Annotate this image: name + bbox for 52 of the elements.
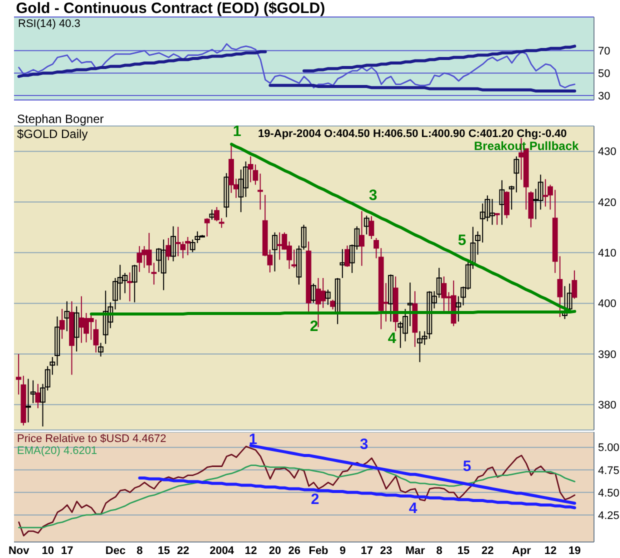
y-tick-label: 4.50: [598, 487, 620, 500]
x-tick-label: 8: [436, 544, 442, 557]
y-tick-label: 410: [598, 248, 616, 260]
x-tick-label: 12: [244, 544, 257, 557]
annotation: 19-Apr-2004 O:404.50 H:406.50 L:400.90 C:401.20 Chg:-0.40: [258, 127, 567, 141]
annotation: 4: [408, 500, 418, 517]
x-tick-label: 22: [177, 544, 190, 557]
text: Price Relative to $USD 4.4672: [17, 433, 166, 445]
y-tick-label: 4.25: [598, 510, 620, 522]
x-tick-label: 2004: [210, 544, 235, 557]
x-tick-label: 17: [360, 544, 373, 557]
x-tick-label: 26: [288, 544, 300, 557]
annotation: 1: [248, 431, 258, 448]
chart-title: Gold - Continuous Contract (EOD) ($GOLD): [16, 0, 326, 17]
x-tick-label: 17: [61, 544, 74, 557]
annotation: 5: [462, 458, 472, 475]
y-tick-label: 70: [598, 46, 610, 58]
y-tick-label: 420: [598, 196, 616, 209]
y-tick-label: 5.00: [598, 442, 620, 454]
y-tick-label: 390: [598, 348, 616, 361]
annotation: 2: [310, 491, 320, 508]
annotation: 4: [388, 330, 396, 347]
x-tick-label: 22: [482, 544, 494, 557]
x-tick-label: 12: [544, 544, 557, 557]
x-tick-label: 9: [340, 544, 346, 557]
text: Stephan Bogner: [17, 112, 104, 126]
x-tick-label: Nov: [8, 544, 30, 557]
x-tick-label: 8: [136, 544, 143, 557]
x-tick-label: Mar: [405, 544, 426, 557]
annotation: RSI(14) 40.3: [18, 17, 80, 31]
y-tick-label: 4.75: [598, 464, 620, 477]
x-tick-label: 15: [457, 544, 470, 557]
text: EMA(20) 4.6201: [17, 445, 98, 457]
x-tick-label: Dec: [105, 544, 126, 557]
y-tick-label: 400: [598, 298, 616, 310]
annotation: 5: [458, 232, 466, 249]
x-tick-label: 10: [42, 544, 54, 557]
x-tick-label: Feb: [308, 544, 329, 557]
y-tick-label: 30: [598, 90, 610, 102]
annotation: 1: [232, 123, 242, 140]
x-tick-label: 20: [268, 544, 282, 557]
x-tick-label: 19: [568, 544, 581, 557]
x-tick-label: Apr: [512, 544, 532, 557]
annotation: 3: [368, 187, 378, 204]
y-tick-label: 430: [598, 146, 616, 158]
x-tick-label: 23: [380, 544, 392, 557]
annotation: $GOLD Daily: [17, 127, 88, 141]
y-tick-label: 380: [598, 400, 616, 412]
annotation: 3: [360, 436, 368, 453]
x-tick-label: 15: [158, 544, 170, 557]
annotation: 2: [310, 318, 318, 335]
y-tick-label: 50: [598, 68, 610, 80]
